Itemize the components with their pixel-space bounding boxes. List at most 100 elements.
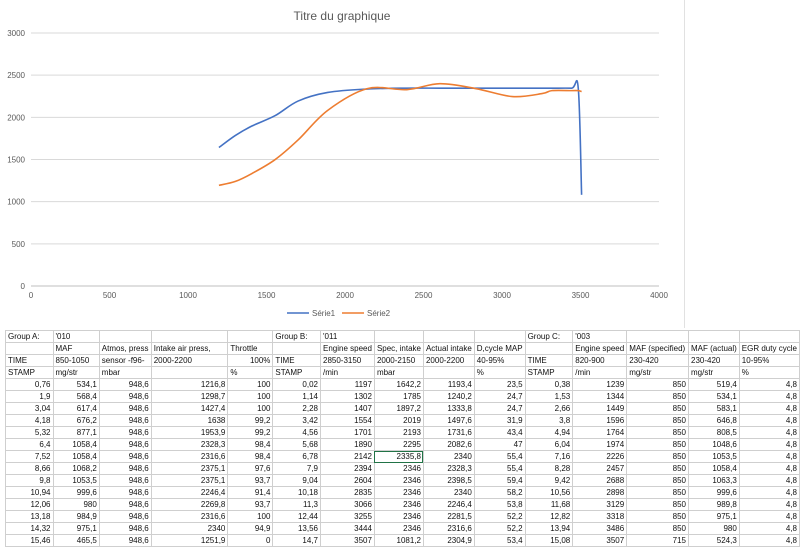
- table-cell[interactable]: 11,68: [524, 498, 574, 511]
- table-cell[interactable]: 7,52: [5, 450, 54, 463]
- table-cell[interactable]: 1239: [572, 378, 628, 391]
- table-cell[interactable]: 1897,2: [373, 402, 424, 415]
- table-cell[interactable]: 534,1: [688, 390, 740, 403]
- table-cell[interactable]: 519,4: [688, 378, 740, 391]
- table-cell[interactable]: 2346: [373, 474, 424, 487]
- table-cell[interactable]: 1642,2: [373, 378, 424, 391]
- table-cell[interactable]: 1058,4: [52, 450, 100, 463]
- table-cell[interactable]: MAF (specified): [626, 342, 689, 355]
- table-cell[interactable]: 2295: [373, 438, 424, 451]
- table-cell[interactable]: 4,8: [738, 438, 800, 451]
- table-cell[interactable]: 583,1: [688, 402, 740, 415]
- table-cell[interactable]: MAF (actual): [688, 342, 740, 355]
- table-cell[interactable]: 24,7: [473, 402, 526, 415]
- table-cell[interactable]: 948,6: [98, 414, 152, 427]
- table-cell[interactable]: [473, 330, 526, 343]
- table-cell[interactable]: 5,68: [272, 438, 321, 451]
- table-cell[interactable]: 2346: [373, 510, 424, 523]
- table-cell[interactable]: 2346: [373, 522, 424, 535]
- table-cell[interactable]: 10,56: [524, 486, 574, 499]
- table-cell[interactable]: 1427,4: [150, 402, 229, 415]
- table-cell[interactable]: 2142: [320, 450, 375, 463]
- table-cell[interactable]: 13,56: [272, 522, 321, 535]
- table-cell[interactable]: 4,8: [738, 390, 800, 403]
- table-cell[interactable]: 1953,9: [150, 426, 229, 439]
- table-cell[interactable]: 1081,2: [373, 534, 424, 547]
- table-cell[interactable]: 2019: [373, 414, 424, 427]
- table-cell[interactable]: /min: [320, 366, 375, 379]
- table-cell[interactable]: 1240,2: [422, 390, 475, 403]
- table-cell[interactable]: STAMP: [272, 366, 321, 379]
- table-cell[interactable]: 1731,6: [422, 426, 475, 439]
- table-cell[interactable]: Spec, intake: [373, 342, 424, 355]
- table-cell[interactable]: 4,8: [738, 402, 800, 415]
- table-cell[interactable]: 9,04: [272, 474, 321, 487]
- table-cell[interactable]: EGR duty cycle: [738, 342, 800, 355]
- table-cell[interactable]: 1890: [320, 438, 375, 451]
- table-cell[interactable]: 850: [626, 402, 689, 415]
- table-cell[interactable]: 2,66: [524, 402, 574, 415]
- table-cell[interactable]: 2346: [373, 462, 424, 475]
- table-cell[interactable]: 2246,4: [422, 498, 475, 511]
- table-cell[interactable]: Intake air press,: [150, 342, 229, 355]
- table-cell[interactable]: 59,4: [473, 474, 526, 487]
- table-cell[interactable]: 98,4: [227, 438, 274, 451]
- table-cell[interactable]: 100: [227, 402, 274, 415]
- table-cell[interactable]: 3,04: [5, 402, 54, 415]
- table-cell[interactable]: 948,6: [98, 474, 152, 487]
- table-cell[interactable]: 989,8: [688, 498, 740, 511]
- table-cell[interactable]: 676,2: [52, 414, 100, 427]
- table-cell[interactable]: 948,6: [98, 498, 152, 511]
- table-cell[interactable]: 0,38: [524, 378, 574, 391]
- table-cell[interactable]: STAMP: [524, 366, 574, 379]
- table-cell[interactable]: 524,3: [688, 534, 740, 547]
- table-cell[interactable]: 980: [52, 498, 100, 511]
- table-cell[interactable]: [227, 330, 274, 343]
- table-cell[interactable]: 534,1: [52, 378, 100, 391]
- table-cell[interactable]: 948,6: [98, 510, 152, 523]
- table-cell[interactable]: 2269,8: [150, 498, 229, 511]
- table-cell[interactable]: 10-95%: [738, 354, 800, 367]
- table-cell[interactable]: 850: [626, 426, 689, 439]
- table-cell[interactable]: MAF: [52, 342, 100, 355]
- table-cell[interactable]: 850: [626, 438, 689, 451]
- table-cell[interactable]: 850: [626, 390, 689, 403]
- table-cell[interactable]: 13,94: [524, 522, 574, 535]
- table-cell[interactable]: 40-95%: [473, 354, 526, 367]
- table-cell[interactable]: 10,94: [5, 486, 54, 499]
- table-cell[interactable]: 850: [626, 414, 689, 427]
- table-cell[interactable]: 1449: [572, 402, 628, 415]
- table-cell[interactable]: 3066: [320, 498, 375, 511]
- table-cell[interactable]: 4,8: [738, 450, 800, 463]
- table-cell[interactable]: 2398,5: [422, 474, 475, 487]
- table-cell[interactable]: [422, 366, 475, 379]
- table-cell[interactable]: TIME: [5, 354, 54, 367]
- table-cell[interactable]: 3129: [572, 498, 628, 511]
- table-cell[interactable]: Actual intake: [422, 342, 475, 355]
- table-cell[interactable]: 24,7: [473, 390, 526, 403]
- table-cell[interactable]: 1,9: [5, 390, 54, 403]
- table-cell[interactable]: 1053,5: [688, 450, 740, 463]
- table-cell[interactable]: 6,04: [524, 438, 574, 451]
- table-cell[interactable]: 4,8: [738, 474, 800, 487]
- table-cell[interactable]: '011: [320, 330, 375, 343]
- table-cell[interactable]: 850: [626, 378, 689, 391]
- table-cell[interactable]: 2375,1: [150, 462, 229, 475]
- table-cell[interactable]: 52,2: [473, 522, 526, 535]
- table-cell[interactable]: 52,2: [473, 510, 526, 523]
- table-cell[interactable]: 2281,5: [422, 510, 475, 523]
- table-cell[interactable]: 3507: [572, 534, 628, 547]
- table-cell[interactable]: 98,4: [227, 450, 274, 463]
- table-cell[interactable]: 99,2: [227, 414, 274, 427]
- table-cell[interactable]: 8,66: [5, 462, 54, 475]
- table-cell[interactable]: 1063,3: [688, 474, 740, 487]
- table-cell[interactable]: 568,4: [52, 390, 100, 403]
- table-cell[interactable]: 4,8: [738, 426, 800, 439]
- table-cell[interactable]: 2850-3150: [320, 354, 375, 367]
- table-cell[interactable]: 1701: [320, 426, 375, 439]
- table-cell[interactable]: 2316,6: [150, 510, 229, 523]
- table-cell[interactable]: 3486: [572, 522, 628, 535]
- table-cell[interactable]: TIME: [524, 354, 574, 367]
- table-cell[interactable]: 1251,9: [150, 534, 229, 547]
- table-cell[interactable]: 2000-2200: [150, 354, 229, 367]
